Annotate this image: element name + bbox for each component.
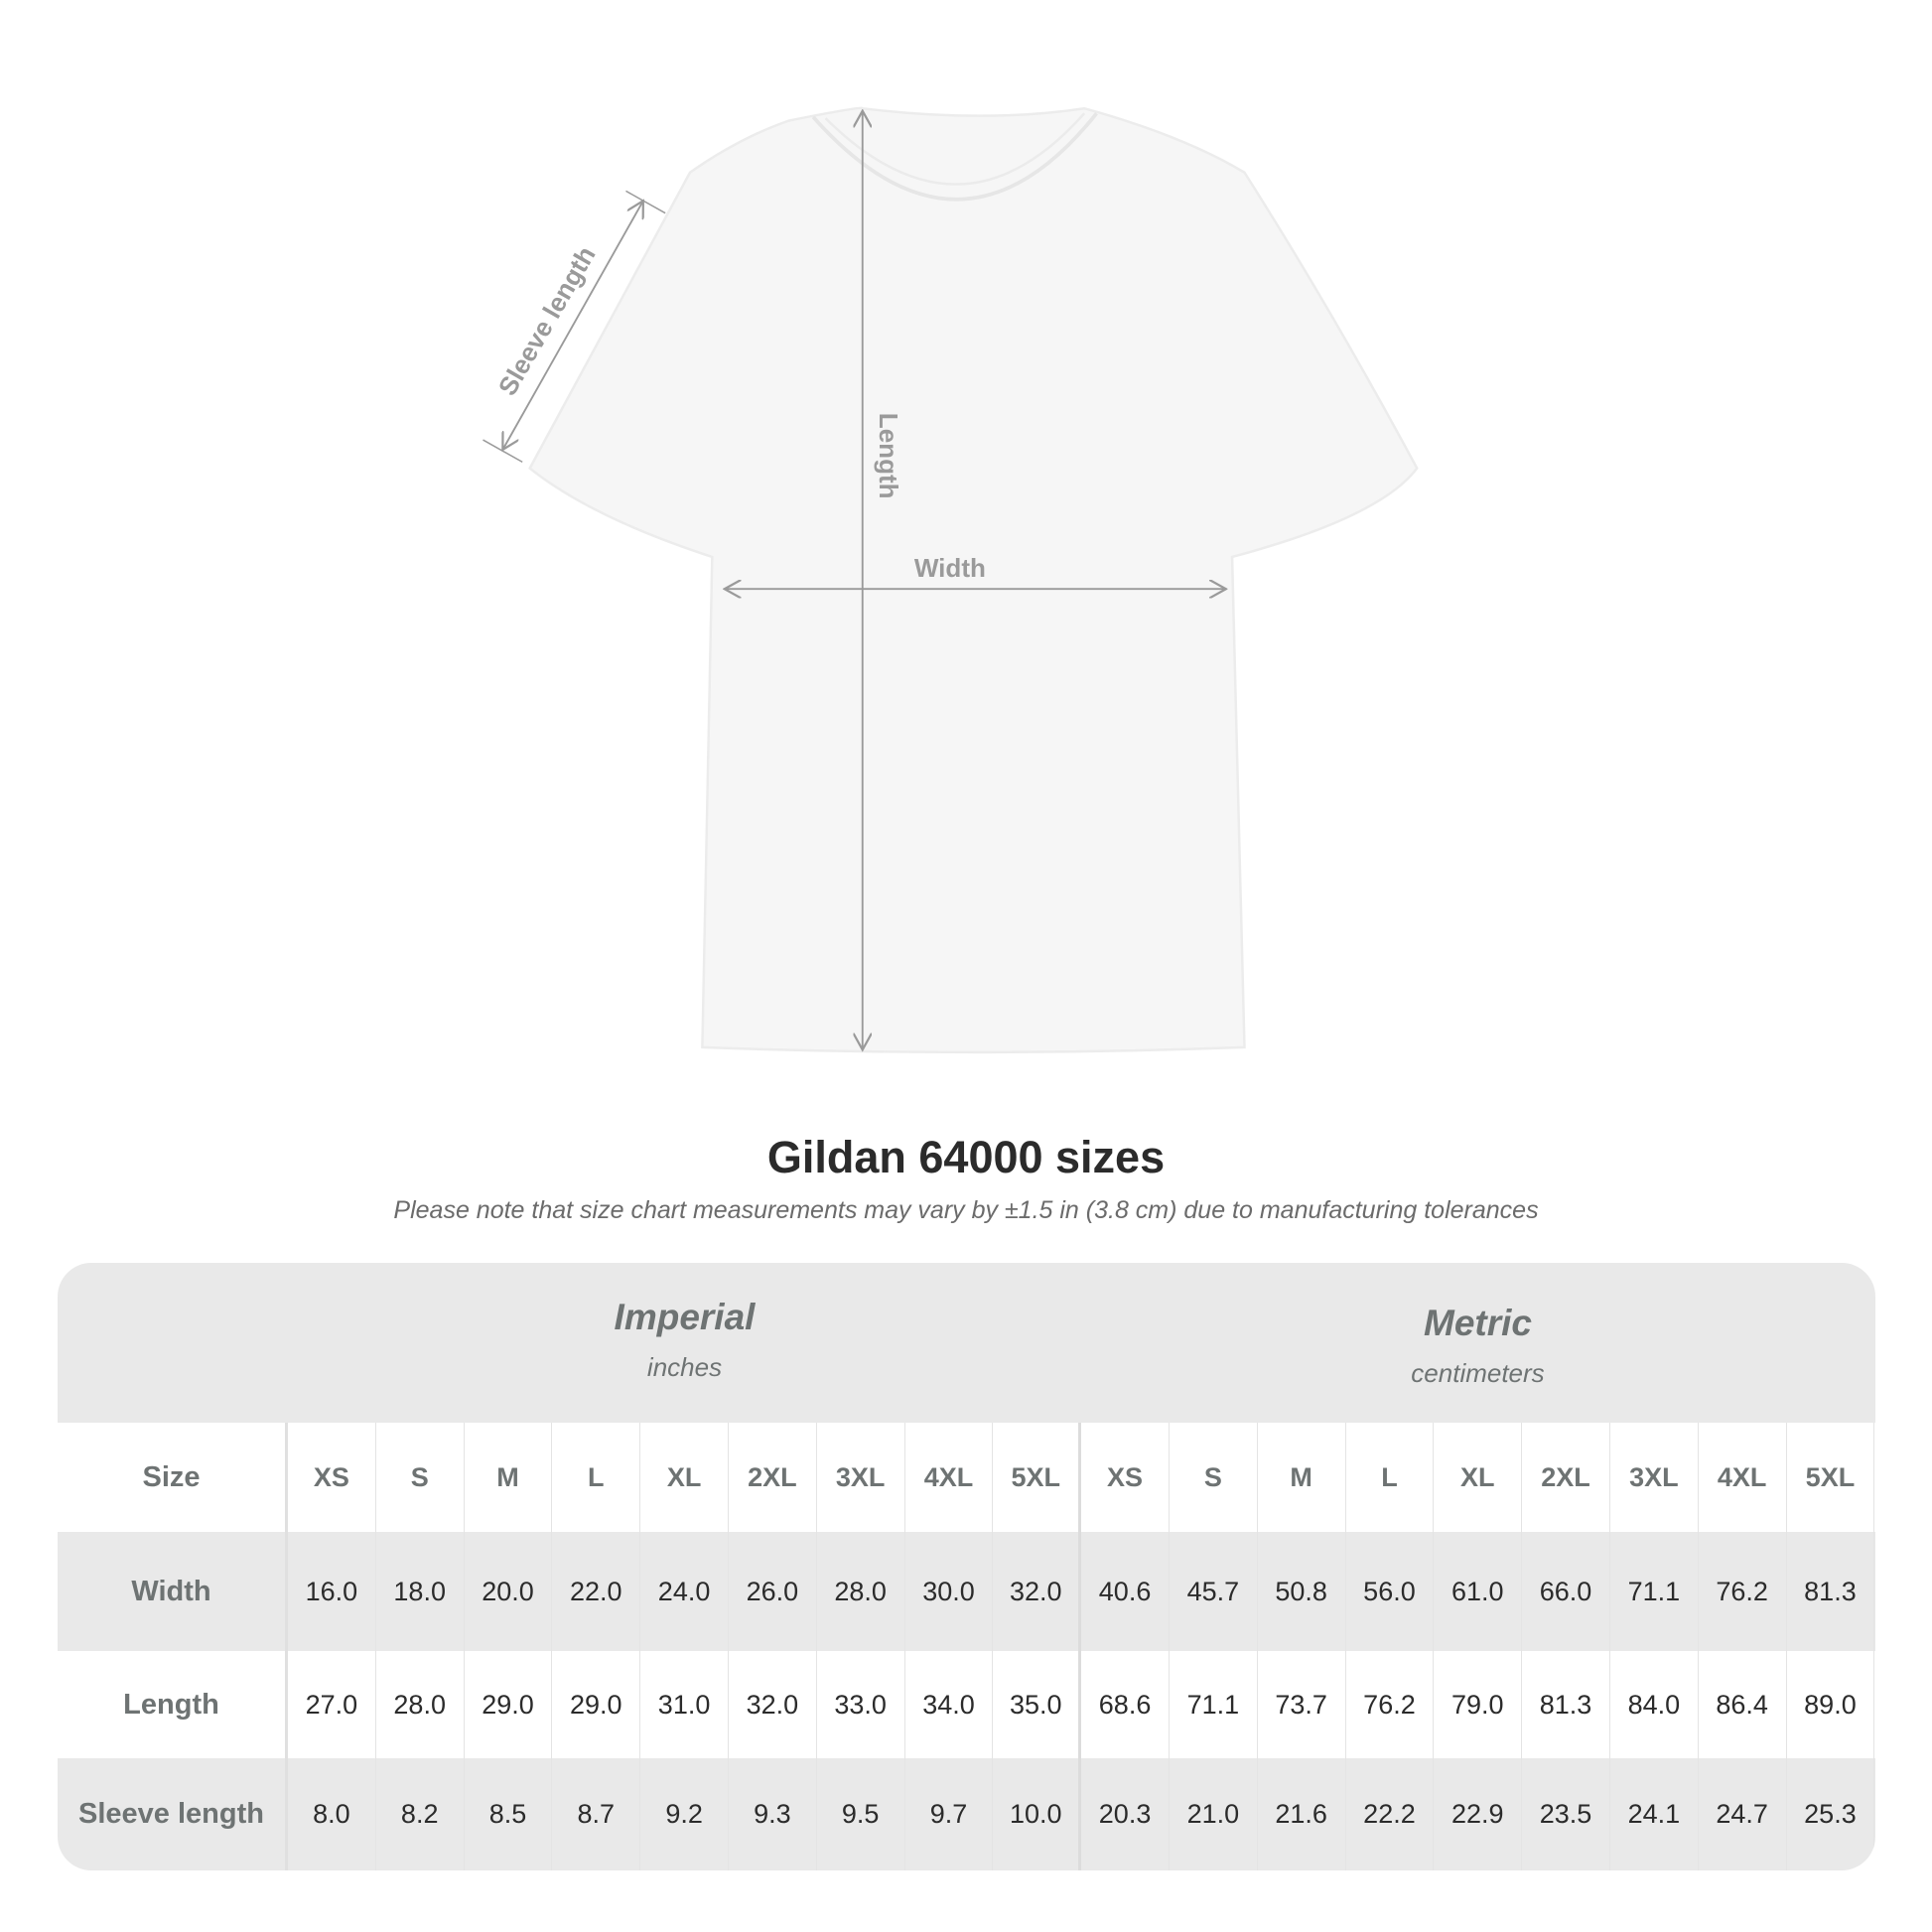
- measurement-cell: 32.0: [993, 1532, 1082, 1651]
- measurement-cell: 32.0: [729, 1651, 817, 1758]
- measurement-cell: 29.0: [552, 1651, 641, 1758]
- size-header-cell: M: [465, 1423, 553, 1532]
- measurement-cell: 66.0: [1522, 1532, 1610, 1651]
- measurement-cell: 27.0: [288, 1651, 376, 1758]
- size-header-cell: S: [1170, 1423, 1258, 1532]
- width-label: Width: [914, 553, 986, 583]
- measurement-cell: 25.3: [1787, 1758, 1875, 1870]
- measurement-cell: 76.2: [1699, 1532, 1787, 1651]
- measurement-cell: 8.0: [288, 1758, 376, 1870]
- measurement-cell: 8.2: [376, 1758, 465, 1870]
- measurement-cell: 40.6: [1081, 1532, 1170, 1651]
- size-row: Size XS S M L XL 2XL 3XL 4XL 5XL XS S M L XL 2XL 3XL 4XL…: [58, 1423, 1875, 1532]
- measurement-cell: 24.0: [640, 1532, 729, 1651]
- size-header-cell: 5XL: [993, 1423, 1082, 1532]
- size-header-cell: L: [1346, 1423, 1435, 1532]
- measurement-cell: 45.7: [1170, 1532, 1258, 1651]
- measurement-cell: 9.5: [817, 1758, 905, 1870]
- page-title: Gildan 64000 sizes: [766, 1132, 1166, 1182]
- measurement-cell: 9.3: [729, 1758, 817, 1870]
- measurement-cell: 8.5: [465, 1758, 553, 1870]
- measurement-cell: 16.0: [288, 1532, 376, 1651]
- measurement-cell: 35.0: [993, 1651, 1082, 1758]
- measurement-cell: 20.0: [465, 1532, 553, 1651]
- measurement-cell: 22.2: [1346, 1758, 1435, 1870]
- row-label: Width: [58, 1532, 288, 1651]
- size-table: Imperial inches Metric centimeters Size …: [58, 1263, 1875, 1870]
- sleeve-arrow: [502, 201, 642, 450]
- imperial-header: Imperial inches: [614, 1297, 756, 1382]
- size-header-cell: 3XL: [1610, 1423, 1699, 1532]
- size-header-cell: XL: [1434, 1423, 1523, 1532]
- size-header-cell: 3XL: [817, 1423, 905, 1532]
- measurement-cell: 9.2: [640, 1758, 729, 1870]
- measurement-cell: 68.6: [1081, 1651, 1170, 1758]
- measurement-cell: 81.3: [1522, 1651, 1610, 1758]
- measurement-cell: 50.8: [1258, 1532, 1346, 1651]
- measurement-cell: 71.1: [1610, 1532, 1699, 1651]
- table-row: Sleeve length 8.0 8.2 8.5 8.7 9.2 9.3 9.5 9.7 10.…: [58, 1758, 1875, 1870]
- size-header-cell: 2XL: [1522, 1423, 1610, 1532]
- measurement-cell: 9.7: [905, 1758, 994, 1870]
- tshirt-diagram: Length Width Sleeve length: [483, 106, 1419, 1054]
- size-header-cell: 5XL: [1787, 1423, 1875, 1532]
- measurement-cell: 21.0: [1170, 1758, 1258, 1870]
- measurement-cell: 61.0: [1434, 1532, 1523, 1651]
- measurement-cell: 24.7: [1699, 1758, 1787, 1870]
- tolerance-note: Please note that size chart measurements…: [393, 1196, 1539, 1224]
- row-label: Length: [58, 1651, 288, 1758]
- size-header-cell: S: [376, 1423, 465, 1532]
- size-header-cell: XL: [640, 1423, 729, 1532]
- measurement-cell: 21.6: [1258, 1758, 1346, 1870]
- metric-header: Metric centimeters: [1411, 1303, 1545, 1388]
- measurement-cell: 29.0: [465, 1651, 553, 1758]
- measurement-cell: 33.0: [817, 1651, 905, 1758]
- measurement-cell: 81.3: [1787, 1532, 1875, 1651]
- measurement-cell: 86.4: [1699, 1651, 1787, 1758]
- table-row: Width 16.0 18.0 20.0 22.0 24.0 26.0 28.0 30.0 32.…: [58, 1532, 1875, 1651]
- measurement-cell: 31.0: [640, 1651, 729, 1758]
- length-label: Length: [874, 413, 903, 499]
- size-header-cell: M: [1258, 1423, 1346, 1532]
- measurement-cell: 89.0: [1787, 1651, 1875, 1758]
- size-header-cell: 4XL: [1699, 1423, 1787, 1532]
- measurement-cell: 56.0: [1346, 1532, 1435, 1651]
- measurement-cell: 8.7: [552, 1758, 641, 1870]
- measurement-cell: 20.3: [1081, 1758, 1170, 1870]
- measurement-cell: 30.0: [905, 1532, 994, 1651]
- row-label: Size: [58, 1423, 288, 1532]
- measurement-cell: 22.9: [1434, 1758, 1523, 1870]
- measurement-cell: 79.0: [1434, 1651, 1523, 1758]
- measurement-cell: 24.1: [1610, 1758, 1699, 1870]
- size-header-cell: L: [552, 1423, 641, 1532]
- size-header-cell: XS: [288, 1423, 376, 1532]
- row-label: Sleeve length: [58, 1758, 288, 1870]
- size-header-cell: 2XL: [729, 1423, 817, 1532]
- measurement-cell: 34.0: [905, 1651, 994, 1758]
- measurement-cell: 84.0: [1610, 1651, 1699, 1758]
- measurement-cell: 10.0: [993, 1758, 1082, 1870]
- measurement-cell: 28.0: [817, 1532, 905, 1651]
- measurement-cell: 73.7: [1258, 1651, 1346, 1758]
- measurement-cell: 18.0: [376, 1532, 465, 1651]
- measurement-cell: 71.1: [1170, 1651, 1258, 1758]
- measurement-cell: 23.5: [1522, 1758, 1610, 1870]
- unit-header: Imperial inches Metric centimeters: [58, 1263, 1875, 1423]
- measurement-cell: 22.0: [552, 1532, 641, 1651]
- measurement-cell: 26.0: [729, 1532, 817, 1651]
- measurement-cell: 28.0: [376, 1651, 465, 1758]
- size-header-cell: XS: [1081, 1423, 1170, 1532]
- measurement-cell: 76.2: [1346, 1651, 1435, 1758]
- size-header-cell: 4XL: [905, 1423, 994, 1532]
- table-row: Length 27.0 28.0 29.0 29.0 31.0 32.0 33.0 34.0 35…: [58, 1651, 1875, 1758]
